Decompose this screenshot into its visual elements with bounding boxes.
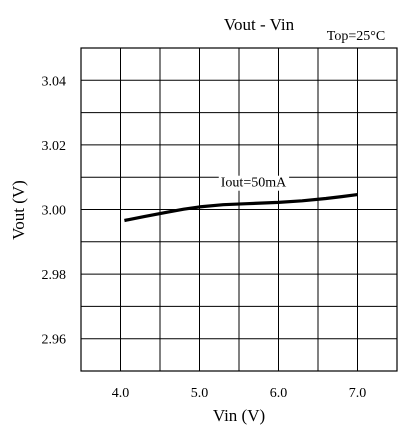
y-tick-labels: 2.96 2.98 3.00 3.02 3.04: [42, 74, 67, 347]
x-tick-label: 6.0: [270, 386, 288, 401]
y-tick-label: 2.96: [42, 333, 67, 348]
y-tick-label: 3.02: [42, 139, 67, 154]
chart-title: Vout - Vin: [224, 15, 295, 34]
x-tick-label: 4.0: [112, 386, 130, 401]
series-layer: [124, 193, 358, 223]
plot-frame: [80, 47, 398, 372]
annotation-background: [218, 175, 290, 191]
x-tick-label: 5.0: [191, 386, 209, 401]
annotation: Iout=50mA: [218, 175, 290, 191]
series-line-0: [124, 193, 358, 223]
x-axis-title: Vin (V): [213, 406, 265, 425]
y-axis-title: Vout (V): [9, 180, 28, 240]
condition-label: Top=25°C: [327, 29, 385, 44]
x-tick-label: 7.0: [349, 386, 367, 401]
y-tick-label: 3.00: [42, 204, 67, 219]
x-tick-labels: 4.0 5.0 6.0 7.0: [112, 386, 367, 401]
y-tick-label: 3.04: [42, 74, 67, 89]
grid: [80, 47, 398, 372]
y-tick-label: 2.98: [42, 268, 67, 283]
annotation-label: Iout=50mA: [221, 176, 287, 191]
annotation-layer: Iout=50mA: [218, 175, 290, 191]
